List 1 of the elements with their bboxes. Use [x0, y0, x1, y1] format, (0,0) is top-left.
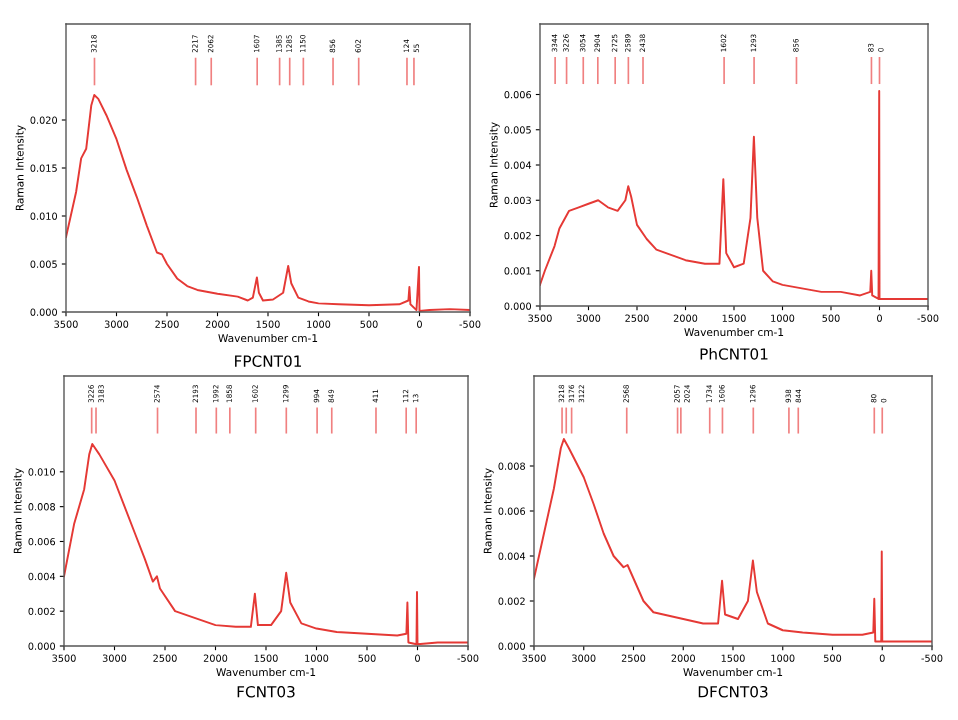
line-series — [540, 90, 928, 300]
